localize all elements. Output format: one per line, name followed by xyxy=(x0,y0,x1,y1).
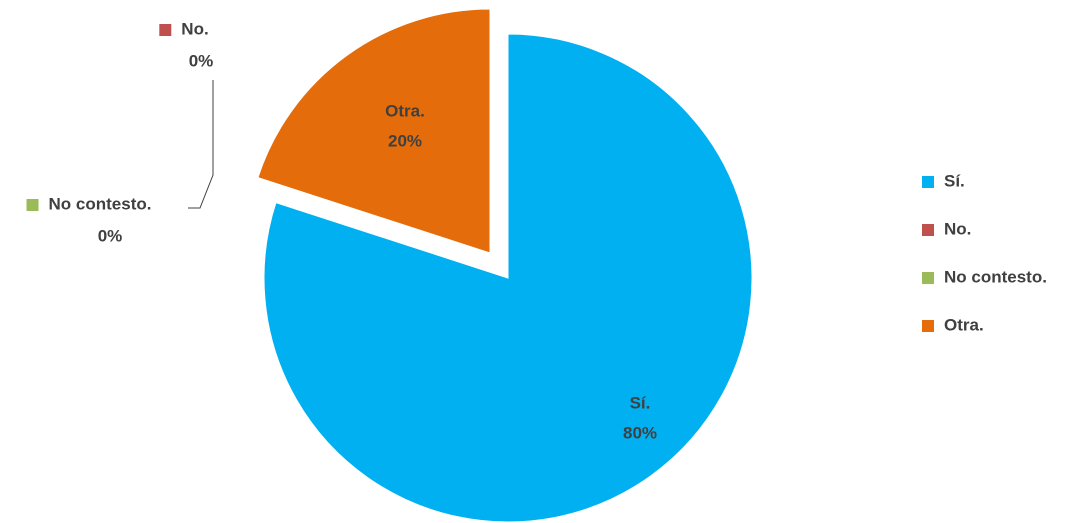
data-label-value: 80% xyxy=(623,423,657,442)
data-label-value: 0% xyxy=(98,226,123,245)
legend-label: No. xyxy=(944,219,971,238)
data-label-category: No. xyxy=(181,19,208,38)
data-label-category: Otra. xyxy=(385,101,425,120)
data-label-value: 20% xyxy=(388,131,422,150)
data-label-category: No contesto. xyxy=(49,194,152,213)
legend-label: Otra. xyxy=(944,315,984,334)
legend-key xyxy=(922,320,934,332)
data-label-category: Sí. xyxy=(630,393,651,412)
pie-slice xyxy=(257,8,491,254)
legend-key xyxy=(922,224,934,236)
data-label-key xyxy=(26,199,39,211)
legend-key xyxy=(922,272,934,284)
data-label-key xyxy=(159,24,172,36)
data-label-value: 0% xyxy=(189,51,214,70)
legend-label: No contesto. xyxy=(944,267,1047,286)
legend-label: Sí. xyxy=(944,171,965,190)
legend-key xyxy=(922,176,934,188)
leader-line xyxy=(188,80,214,209)
pie-slice xyxy=(263,33,753,523)
